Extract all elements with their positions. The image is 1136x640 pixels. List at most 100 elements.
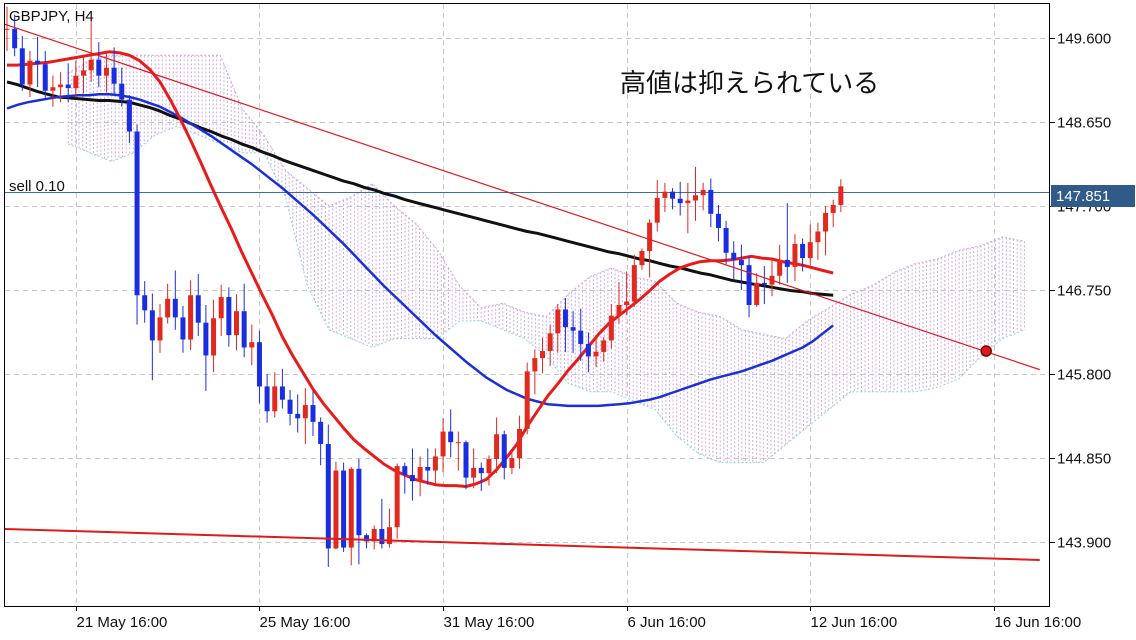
candle-body — [279, 386, 285, 400]
candle-body — [685, 200, 691, 204]
candle-body — [631, 265, 637, 302]
candle-body — [272, 386, 278, 412]
candle-body — [654, 197, 660, 223]
candle-body — [562, 309, 568, 328]
candle-body — [440, 431, 446, 457]
candle-body — [394, 466, 400, 528]
candle-body — [371, 528, 377, 542]
candle-body — [318, 421, 324, 444]
candle-body — [738, 259, 744, 266]
candle-body — [149, 310, 155, 341]
candle-body — [524, 371, 530, 429]
price-axis: 149.600148.650147.700146.750145.800144.8… — [1050, 31, 1111, 552]
x-tick-label: 31 May 16:00 — [444, 614, 535, 631]
candle-body — [165, 298, 171, 318]
candle-body — [103, 67, 109, 76]
candle-body — [731, 252, 737, 260]
current-price-value: 147.851 — [1056, 188, 1110, 205]
candle-body — [295, 413, 301, 419]
candle-body — [715, 213, 721, 228]
candle-body — [471, 467, 477, 478]
candle-body — [226, 297, 232, 336]
candle-body — [310, 405, 316, 422]
x-tick-label: 25 May 16:00 — [260, 614, 351, 631]
candle-body — [494, 434, 500, 460]
candle-body — [662, 191, 668, 198]
candle-body — [157, 317, 163, 341]
candle-body — [73, 75, 79, 89]
candle-body — [761, 282, 767, 285]
candle-body — [509, 458, 515, 468]
y-tick-label: 143.900 — [1057, 535, 1111, 552]
candle-body — [578, 330, 584, 344]
candle-body — [12, 28, 18, 49]
candle-body — [517, 428, 523, 459]
x-tick-label: 12 Jun 16:00 — [811, 614, 898, 631]
candle-body — [27, 60, 33, 85]
candle-body — [111, 67, 117, 84]
lower-trendline[interactable] — [4, 527, 1040, 561]
candle-body — [379, 528, 385, 545]
candle-body — [708, 189, 714, 214]
candle-body — [784, 259, 790, 267]
candle-body — [417, 467, 423, 482]
trendlines[interactable] — [4, 23, 1040, 561]
x-tick-label: 16 Jun 16:00 — [995, 614, 1082, 631]
candle-body — [333, 470, 339, 549]
candle-body — [180, 317, 186, 340]
candle-body — [624, 301, 630, 305]
candle-body — [4, 28, 10, 30]
upper-trendline[interactable] — [4, 23, 1040, 371]
candle-body — [211, 318, 217, 356]
candle-body — [195, 295, 201, 323]
candle-body — [455, 442, 461, 444]
ma-slow-line — [6, 80, 834, 297]
current-price-tag: 147.851 — [1051, 185, 1135, 207]
candle-body — [264, 386, 270, 412]
candle-body — [142, 295, 148, 311]
candle-body — [364, 535, 370, 542]
candle-body — [639, 250, 645, 266]
x-tick-label: 6 Jun 16:00 — [628, 614, 706, 631]
candle-body — [647, 222, 653, 251]
candle-body — [241, 311, 247, 348]
candle-body — [234, 311, 239, 336]
y-tick-label: 146.750 — [1057, 283, 1111, 300]
candle-body — [593, 351, 599, 357]
candle-body — [670, 191, 676, 199]
candle-body — [65, 84, 71, 89]
candle-body — [119, 83, 125, 100]
candle-body — [88, 59, 94, 71]
candle-body — [777, 259, 783, 276]
candle-body — [302, 405, 308, 419]
candle-body — [478, 467, 484, 474]
candle-body — [218, 297, 224, 319]
candle-body — [823, 212, 829, 232]
candle-body — [96, 59, 102, 76]
candle-body — [356, 468, 362, 536]
candle-body — [409, 474, 415, 482]
candle-body — [172, 298, 178, 318]
candle-body — [256, 342, 262, 387]
candle-body — [723, 227, 729, 253]
candle-body — [402, 466, 408, 475]
candle-body — [700, 189, 706, 196]
candle-body — [601, 340, 607, 352]
candle-body — [42, 64, 48, 91]
candle-body — [585, 343, 591, 357]
candle-body — [126, 99, 132, 132]
candle-body — [432, 456, 438, 471]
y-tick-label: 145.800 — [1057, 367, 1111, 384]
ma-mid-line — [6, 93, 834, 408]
annotation-text: 高値は抑えられている — [620, 69, 879, 99]
trendline-anchor-point[interactable] — [980, 345, 992, 357]
current-price-tag-bg — [1051, 185, 1135, 207]
time-axis: 21 May 16:00 25 May 16:00 31 May 16:00 6 Ju… — [76, 606, 1082, 631]
candle-body — [501, 434, 507, 468]
candle-body — [341, 470, 347, 548]
x-tick-label: 21 May 16:00 — [77, 614, 168, 631]
candle-body — [203, 322, 209, 356]
candlesticks — [4, 6, 844, 568]
candle-body — [387, 527, 392, 545]
